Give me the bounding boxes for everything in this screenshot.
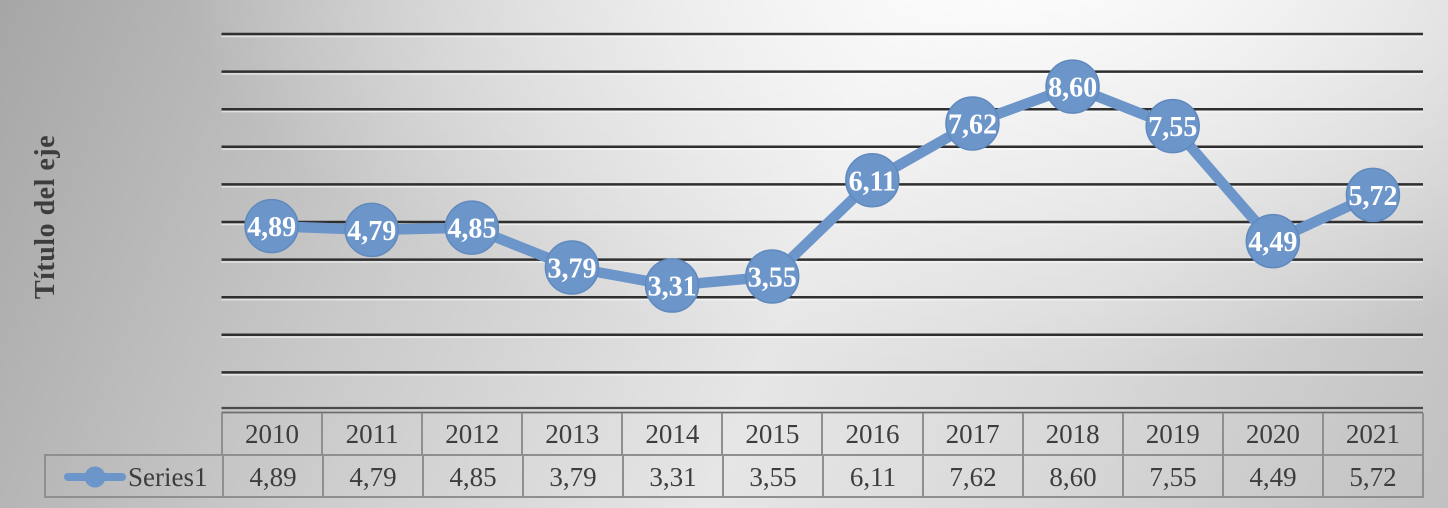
data-point-marker [644, 258, 700, 313]
value-cell: 4,89 [222, 456, 322, 496]
data-point-marker [1245, 213, 1301, 269]
data-point-marker [344, 202, 399, 258]
data-point-label: 8,60 [1048, 73, 1097, 104]
data-point-label: 4,79 [347, 216, 396, 247]
data-point-marker [1045, 59, 1100, 114]
data-point-label: 5,72 [1348, 181, 1397, 212]
value-cell: 8,60 [1022, 456, 1122, 496]
year-header-cell: 2010 [245, 419, 300, 449]
value-cell: 6,11 [822, 456, 922, 496]
value-cell: 4,79 [322, 456, 422, 496]
value-cell: 7,62 [922, 456, 1022, 496]
legend-series-label: Series1 [128, 461, 208, 492]
year-header-cell: 2020 [1221, 413, 1322, 454]
data-point-label: 4,49 [1248, 227, 1297, 258]
data-point-marker [744, 249, 800, 304]
data-point-label: 4,85 [447, 214, 496, 245]
data-point-label: 7,55 [1148, 112, 1197, 143]
data-point-marker [945, 96, 1000, 151]
value-cell: 3,31 [622, 456, 722, 496]
value-cell: 3,79 [522, 456, 622, 496]
data-point-label: 4,89 [247, 212, 296, 243]
data-point-marker [1345, 167, 1401, 223]
data-point-marker [444, 200, 500, 255]
data-point-label: 3,79 [547, 253, 596, 284]
data-point-marker [544, 240, 600, 295]
year-header-cell: 2014 [621, 413, 721, 454]
year-header-cell: 2017 [921, 413, 1022, 454]
value-cell: 3,55 [722, 456, 822, 496]
data-point-marker [244, 198, 299, 254]
data-point-label: 3,55 [748, 263, 797, 294]
year-header-cell: 2019 [1121, 413, 1222, 454]
year-header-cell: 2018 [1021, 413, 1122, 454]
data-point-label: 6,11 [849, 166, 896, 197]
data-point-label: 3,31 [648, 272, 697, 303]
data-table-header-row: 2010 2011 2012 2013 2014 2015 2016 2017 2018 2019… [221, 413, 1424, 454]
series-line-marker-icon [64, 466, 126, 488]
year-header-cell: 2013 [521, 413, 621, 454]
year-header-cell: 2016 [821, 413, 921, 454]
data-point-label: 7,62 [948, 109, 997, 140]
data-point-marker [845, 153, 900, 208]
year-header-cell: 2015 [721, 413, 821, 454]
legend-cell: Series1 [46, 456, 222, 496]
year-header-cell: 2012 [421, 413, 521, 454]
data-table-value-row: Series1 4,89 4,79 4,85 3,79 3,31 3,55 6,11 7,62… [44, 454, 1424, 498]
value-cell: 4,85 [422, 456, 522, 496]
value-cell: 4,49 [1222, 456, 1322, 496]
year-header-cell: 2011 [321, 413, 421, 454]
data-point-marker [1145, 98, 1200, 154]
value-cell: 5,72 [1322, 456, 1422, 496]
year-header-cell: 2021 [1321, 413, 1422, 454]
value-cell: 7,55 [1122, 456, 1222, 496]
